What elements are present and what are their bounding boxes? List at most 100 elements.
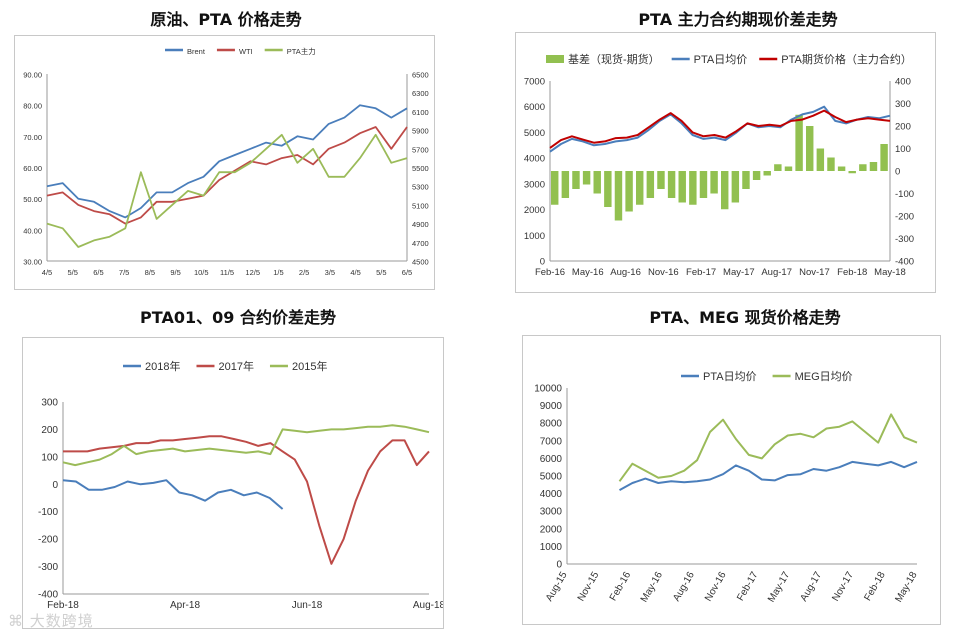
c2-bar [678,171,686,203]
c2-legend-label: PTA日均价 [694,53,748,66]
chart4-panel: 0 1000 2000 3000 4000 5000 6000 7000 8000 9000 100… [522,335,941,625]
chart3-panel: -400 -300 -200 -100 0 100 200 300 Feb-18 Apr-18 Ju… [22,337,446,629]
c1-y2-tick-label: 6100 [412,108,429,117]
c1-x-tick-label: 6/5 [93,268,103,277]
c4-x-tick-label: May-17 [766,570,792,605]
c3-legend-label: 2015年 [292,359,327,373]
chart2-title: PTA 主力合约期现价差走势 [638,10,838,29]
c4-y-tick-label: 2000 [540,524,563,535]
c2-bar [795,114,803,171]
c1-y-tick-label: 50.00 [23,195,42,204]
c2-x-tick-label: Feb-17 [686,267,716,278]
c1-y2-tick-label: 5300 [412,183,429,192]
c1-y2-tick-label: 4500 [412,258,429,267]
c1-y-tick-label: 30.00 [23,258,42,267]
c2-bar [646,171,655,198]
c3-series-line [63,435,430,565]
c2-legend-label: 基差（现货-期货） [568,52,660,66]
c2-y-tick-label: 1000 [524,231,545,242]
c2-bar [710,171,718,194]
c4-y-tick-label: 7000 [540,436,563,447]
c4-x-tick-label: Feb-16 [608,570,634,603]
c2-bar [551,171,559,205]
c2-series-line [549,105,891,153]
c4-y-tick-label: 5000 [540,472,563,483]
c2-y-tick-label: 0 [540,257,545,268]
c2-bar [625,171,633,212]
c2-bar [742,171,750,189]
c1-x-tick-label: 5/5 [376,268,386,277]
c3-y-tick-label: 300 [41,398,58,409]
c2-bar [667,171,676,198]
chart2-svg: 01000200030004000500060007000-400-300-20… [524,52,914,278]
c2-bar [848,171,856,174]
c1-y2-tick-label: 6500 [412,71,429,80]
c2-y-tick-label: 2000 [524,205,545,216]
c4-legend-label: PTA日均价 [703,370,757,383]
c4-series-line [618,413,918,482]
chart3-title: PTA01、09 合约价差走势 [140,308,336,327]
c2-y2-tick-label: -400 [895,257,914,268]
c2-bar [721,171,729,210]
c1-y2-tick-label: 5700 [412,145,429,154]
c3-y-tick-label: 200 [41,425,58,436]
c2-bar [582,171,591,185]
c2-bar [614,171,623,221]
watermark-logo: ⌘ 大数跨境 [8,612,94,630]
c2-bar [763,171,771,176]
c2-bar [636,171,644,205]
c1-legend-label: WTI [239,47,253,56]
c2-y2-tick-label: -200 [895,212,914,223]
c3-y-tick-label: -300 [38,562,58,573]
c1-x-tick-label: 4/5 [42,268,52,277]
c4-x-tick-label: Aug-17 [798,570,824,604]
chart2-panel: 0 1000 2000 3000 4000 5000 6000 7000 -400 -300 -20… [515,32,936,293]
c2-bar [689,171,697,205]
c3-x-tick-label: Feb-18 [47,600,79,611]
c4-x-tick-label: Nov-17 [830,570,856,604]
c1-x-tick-label: 1/5 [273,268,283,277]
c4-y-tick-label: 8000 [540,419,563,430]
c3-legend-label: 2018年 [145,359,180,373]
c1-x-tick-label: 6/5 [402,268,412,277]
c2-bar [731,171,740,203]
c1-y2-tick-label: 4700 [412,239,429,248]
c4-y-tick-label: 3000 [540,507,563,518]
c4-y-tick-label: 0 [556,560,562,571]
c2-y2-tick-label: -300 [895,234,914,245]
c4-legend-label: MEG日均价 [795,370,853,383]
c1-y2-tick-label: 5100 [412,201,429,210]
c4-x-tick-label: May-16 [639,570,665,605]
c2-legend-label: PTA期货价格（主力合约） [781,52,912,66]
c3-y-tick-label: -200 [38,535,58,546]
c2-bar [657,171,665,189]
c2-y2-tick-label: 100 [895,144,911,155]
chart4-svg: 0 1000 2000 3000 4000 5000 6000 7000 8000 9000 100… [534,370,920,605]
c1-x-tick-label: 5/5 [67,268,77,277]
c2-y-tick-label: 7000 [524,77,545,88]
c2-x-tick-label: May-16 [572,267,604,278]
chart1-panel: 30.00 40.00 50.00 60.00 70.00 80.00 90.00 4500 4… [14,35,435,290]
c2-x-tick-label: Nov-16 [648,267,679,278]
c2-x-tick-label: Nov-17 [799,267,830,278]
c2-y2-tick-label: 0 [895,167,900,178]
c1-y-tick-label: 90.00 [23,71,42,80]
c2-x-tick-label: May-18 [874,267,906,278]
c1-series-line [46,126,408,225]
c1-x-tick-label: 11/5 [220,268,234,277]
chart3-svg: -400 -300 -200 -100 0 100 200 300 Feb-18 Apr-18 Ju… [38,359,446,611]
c3-x-tick-label: Aug-18 [413,600,443,611]
c1-series-line [46,133,408,248]
c1-y-tick-label: 60.00 [23,164,42,173]
c2-bar [837,166,846,171]
watermark-text: 大数跨境 [29,612,94,630]
c1-x-tick-label: 4/5 [350,268,360,277]
c4-x-tick-label: Feb-18 [862,570,888,603]
c2-bar [869,162,878,171]
c2-y-tick-label: 3000 [524,179,545,190]
c2-x-tick-label: Feb-16 [535,267,565,278]
c4-x-tick-label: Nov-16 [703,570,729,604]
c3-y-tick-label: 100 [41,452,58,463]
c4-y-tick-label: 4000 [540,489,563,500]
c2-bar [699,171,708,198]
